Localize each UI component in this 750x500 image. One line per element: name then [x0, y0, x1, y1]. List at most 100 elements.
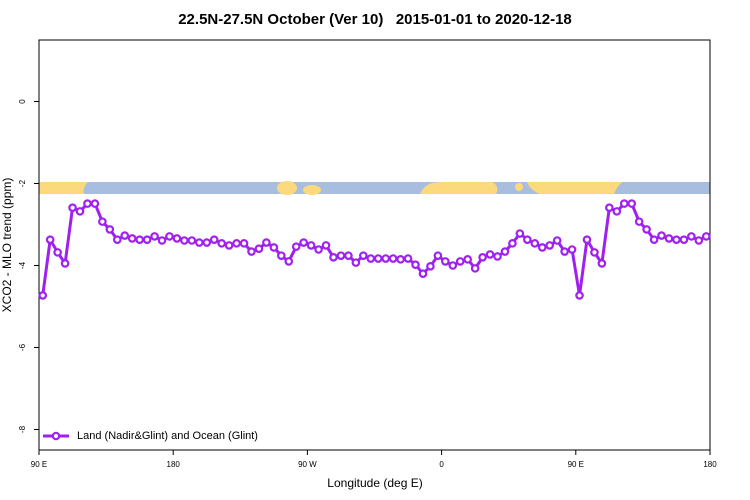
data-point	[672, 235, 681, 244]
data-point	[649, 235, 659, 244]
data-point	[701, 232, 711, 241]
data-point	[567, 245, 577, 254]
plot-frame	[38, 39, 711, 451]
data-point	[120, 231, 130, 240]
data-point	[537, 243, 547, 252]
x-tick-label: 180	[703, 460, 717, 469]
data-point	[455, 257, 465, 266]
data-point	[560, 247, 569, 256]
data-point	[411, 260, 420, 269]
land-ocean-strip	[39, 181, 710, 195]
data-point	[284, 257, 294, 266]
data-point	[194, 238, 204, 247]
chart-title: 22.5N-27.5N October (Ver 10) 2015-01-01 …	[178, 11, 572, 28]
data-point	[336, 251, 346, 260]
data-point	[321, 241, 331, 250]
data-point	[418, 269, 428, 279]
data-point	[269, 243, 279, 252]
data-point	[277, 251, 286, 260]
data-point	[694, 236, 704, 245]
data-point	[485, 250, 495, 259]
x-tick-label: 180	[167, 460, 181, 469]
data-point	[217, 239, 226, 248]
data-point	[605, 203, 614, 212]
data-point	[299, 238, 308, 247]
x-tick-label: 90 E	[568, 460, 584, 469]
data-point	[448, 261, 458, 270]
data-point	[150, 232, 159, 241]
data-point	[590, 248, 599, 257]
series-line	[41, 202, 707, 296]
data-point	[314, 245, 323, 254]
data-point	[165, 232, 174, 241]
data-point	[239, 239, 249, 248]
data-point	[381, 254, 390, 263]
data-point	[508, 239, 517, 248]
data-point	[60, 259, 70, 268]
data-point	[90, 199, 100, 208]
data-point	[530, 239, 540, 248]
data-point	[597, 259, 607, 268]
data-point	[247, 247, 256, 256]
data-point	[306, 241, 316, 250]
data-point	[619, 199, 629, 208]
data-point	[53, 248, 62, 257]
data-point	[582, 235, 592, 244]
data-point	[441, 257, 450, 266]
data-point	[396, 255, 405, 264]
data-point	[329, 252, 338, 262]
data-point	[209, 235, 219, 244]
data-point	[344, 251, 353, 260]
data-point	[38, 291, 48, 300]
data-point	[366, 254, 376, 263]
data-point	[664, 234, 674, 243]
data-point	[172, 234, 182, 243]
data-point	[127, 234, 137, 243]
y-tick-label: -6	[18, 343, 27, 351]
data-point	[351, 258, 361, 267]
data-point	[75, 207, 85, 216]
y-tick-label: -2	[18, 179, 27, 187]
legend-marker	[51, 431, 61, 441]
data-point	[433, 251, 443, 260]
y-tick-label: -4	[18, 261, 27, 269]
data-point	[254, 244, 264, 253]
data-point	[575, 291, 584, 300]
data-point	[262, 238, 271, 247]
data-point	[426, 262, 435, 271]
data-point	[68, 203, 77, 212]
data-point	[657, 231, 666, 240]
x-tick-label: 0	[439, 460, 444, 469]
data-point	[634, 217, 644, 226]
data-point	[157, 236, 167, 245]
data-point	[679, 235, 689, 244]
x-axis-label: Longitude (deg E)	[327, 476, 422, 490]
data-point	[202, 238, 212, 247]
data-point	[478, 252, 487, 262]
y-tick-label: 0	[18, 99, 27, 104]
data-point	[523, 235, 532, 244]
data-point	[232, 239, 241, 248]
data-point	[552, 236, 562, 245]
data-point	[545, 241, 555, 250]
data-point	[612, 207, 622, 216]
data-point	[98, 217, 107, 226]
data-point	[142, 235, 152, 244]
data-point	[463, 255, 472, 264]
data-point	[224, 241, 234, 250]
data-point	[687, 232, 696, 241]
x-tick-label: 90 W	[298, 460, 317, 469]
data-point	[187, 236, 197, 245]
data-point	[493, 252, 502, 261]
data-point	[180, 236, 189, 245]
data-point	[515, 229, 525, 238]
legend-label: Land (Nadir&Glint) and Ocean (Glint)	[77, 430, 258, 442]
y-tick-label: -8	[18, 425, 27, 433]
data-point	[83, 199, 92, 208]
data-point	[470, 264, 480, 273]
data-point	[627, 199, 637, 208]
data-point	[291, 242, 301, 251]
data-point	[642, 225, 651, 234]
data-point	[45, 235, 55, 244]
